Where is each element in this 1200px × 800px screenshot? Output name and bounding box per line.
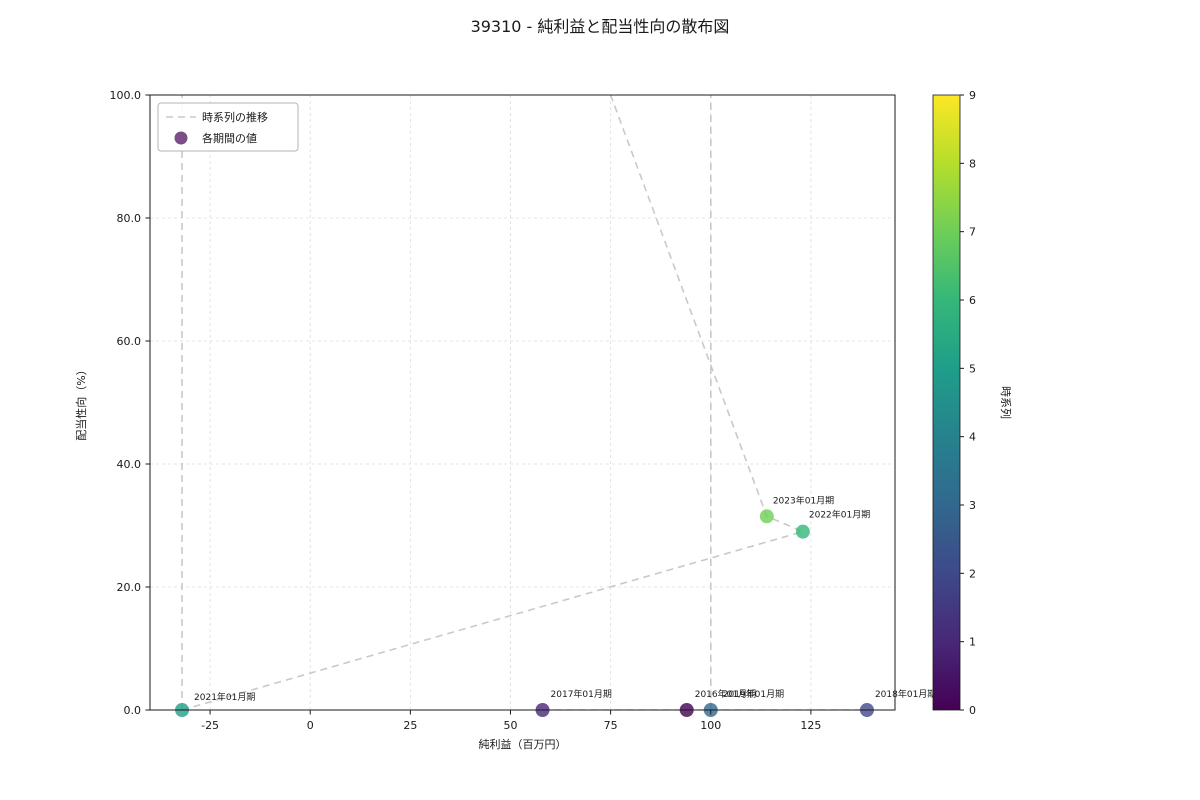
x-tick-label: 100 bbox=[700, 719, 721, 732]
colorbar-tick-label: 7 bbox=[969, 226, 976, 239]
point-label: 2022年01月期 bbox=[809, 509, 870, 521]
point-label: 2016年01月期 bbox=[695, 688, 756, 700]
colorbar-tick-label: 6 bbox=[969, 294, 976, 307]
x-axis-label: 純利益（百万円） bbox=[479, 737, 567, 751]
x-tick-label: 125 bbox=[800, 719, 821, 732]
x-tick-label: 50 bbox=[503, 719, 517, 732]
colorbar-tick-label: 4 bbox=[969, 431, 976, 444]
x-tick-label: -25 bbox=[201, 719, 219, 732]
legend-point-sample bbox=[174, 131, 188, 145]
data-point bbox=[759, 509, 774, 524]
y-tick-label: 100.0 bbox=[110, 89, 142, 102]
point-label: 2017年01月期 bbox=[551, 688, 612, 700]
point-label: 2018年01月期 bbox=[875, 688, 936, 700]
data-point bbox=[795, 524, 810, 539]
x-tick-label: 25 bbox=[403, 719, 417, 732]
y-tick-label: 40.0 bbox=[117, 458, 142, 471]
colorbar-tick-label: 8 bbox=[969, 157, 976, 170]
colorbar-label: 時系列 bbox=[999, 386, 1013, 419]
chart-title: 39310 - 純利益と配当性向の散布図 bbox=[470, 17, 730, 36]
legend-line-label: 時系列の推移 bbox=[202, 110, 268, 124]
colorbar-tick-label: 5 bbox=[969, 362, 976, 375]
x-tick-label: 75 bbox=[604, 719, 618, 732]
colorbar-tick-label: 2 bbox=[969, 567, 976, 580]
trajectory-line bbox=[181, 95, 806, 710]
colorbar-tick-label: 9 bbox=[969, 89, 976, 102]
x-tick-label: 0 bbox=[307, 719, 314, 732]
colorbar-tick-label: 0 bbox=[969, 704, 976, 717]
point-label: 2021年01月期 bbox=[194, 691, 255, 703]
plot-frame bbox=[149, 94, 896, 711]
point-label: 2023年01月期 bbox=[773, 494, 834, 506]
y-tick-label: 80.0 bbox=[117, 212, 142, 225]
colorbar bbox=[932, 94, 961, 711]
y-tick-label: 0.0 bbox=[124, 704, 142, 717]
colorbar-tick-label: 1 bbox=[969, 636, 976, 649]
point-label: 2019年01月期 bbox=[723, 688, 784, 700]
y-tick-label: 20.0 bbox=[117, 581, 142, 594]
y-tick-label: 60.0 bbox=[117, 335, 142, 348]
y-axis-label: 配当性向（%） bbox=[74, 364, 88, 440]
legend-point-label: 各期間の値 bbox=[202, 131, 257, 145]
legend-box bbox=[157, 102, 299, 152]
colorbar-tick-label: 3 bbox=[969, 499, 976, 512]
